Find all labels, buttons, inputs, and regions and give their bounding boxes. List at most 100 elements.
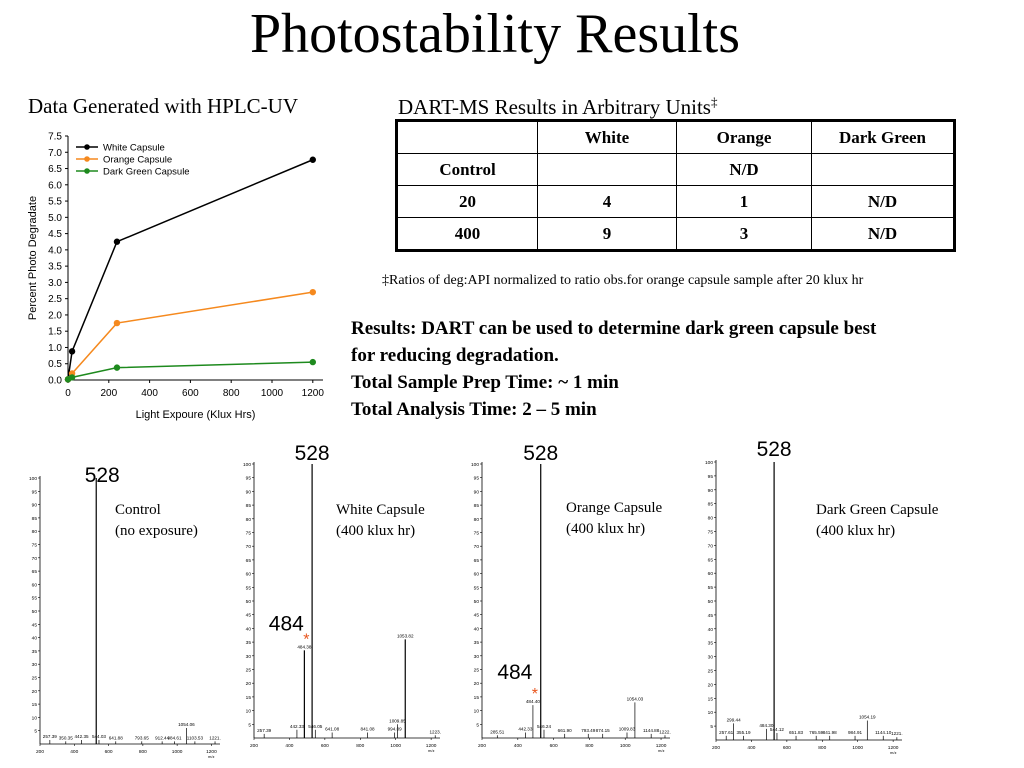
y-tick-label: 3.5	[48, 262, 62, 273]
table-cell: 400	[396, 217, 538, 251]
y-axis-label: Percent Photo Degradate	[27, 196, 39, 320]
x-tick-label: 1200	[302, 388, 325, 399]
legend-label: Dark Green Capsule	[103, 167, 190, 178]
peak-label: 484.40	[526, 699, 540, 704]
asterisk-marker: *	[532, 686, 538, 703]
peak-label: 285.51	[490, 729, 504, 734]
y-tick-label: 4.5	[48, 229, 62, 240]
x-tick-label: 800	[585, 743, 593, 749]
peak-label: 355.19	[736, 730, 750, 735]
y-tick-label: 90	[32, 503, 38, 509]
peak-label: 1103.53	[187, 735, 204, 740]
results-line: Total Analysis Time: 2 – 5 min	[351, 399, 597, 420]
x-unit-label: m/z	[658, 748, 664, 753]
legend-marker	[84, 156, 90, 162]
x-tick-label: 1200	[656, 743, 667, 749]
y-tick-label: 50	[474, 599, 480, 605]
table-cell: 4	[537, 185, 677, 218]
double-dagger-mark: ‡	[710, 94, 718, 109]
y-tick-label: 65	[474, 558, 480, 564]
peak-label: 257.39	[257, 728, 271, 733]
y-tick-label: 10	[246, 709, 252, 715]
y-tick-label: 70	[708, 543, 714, 549]
peak-label: 765.59	[809, 730, 823, 735]
caption-sublabel: (no exposure)	[115, 523, 198, 539]
x-tick-label: 1200	[888, 745, 899, 751]
peak-label: 484.30	[759, 723, 773, 728]
main-peak-label: 528	[757, 438, 792, 461]
y-tick-label: 45	[474, 613, 480, 619]
peak-label: 299.44	[727, 717, 741, 722]
x-tick-label: 1000	[261, 388, 284, 399]
table-header-row: White Orange Dark Green	[396, 120, 955, 154]
y-tick-label: 20	[708, 682, 714, 688]
y-tick-label: 5.0	[48, 213, 62, 224]
x-tick-label: 600	[550, 743, 558, 749]
legend-marker	[84, 144, 90, 150]
header-cell-blank	[396, 120, 538, 154]
peak-label: 544.03	[92, 734, 106, 739]
peak-label: 641.08	[325, 727, 339, 732]
x-tick-label: 800	[139, 749, 147, 755]
peak-label: 661.90	[558, 728, 572, 733]
y-tick-label: 100	[471, 462, 479, 468]
y-tick-label: 90	[246, 489, 252, 495]
data-point	[68, 374, 76, 381]
x-tick-label: 400	[141, 388, 158, 399]
table-row: 20 4 1 N/D	[396, 185, 955, 218]
results-line: Total Sample Prep Time: ~ 1 min	[351, 372, 619, 393]
peak-label: 442.33	[518, 727, 532, 732]
y-tick-label: 50	[32, 609, 38, 615]
y-tick-label: 85	[32, 516, 38, 522]
y-tick-label: 75	[246, 531, 252, 537]
hplc-heading: Data Generated with HPLC-UV	[28, 94, 299, 118]
main-peak-label: 528	[85, 464, 120, 487]
y-tick-label: 15	[246, 695, 252, 701]
y-tick-label: 15	[474, 695, 480, 701]
spectrum-dark-green-capsule: 5 10 15 20 25 30 35 40 45 50 55 60 65 70 75 80 85 90 95 100…	[705, 438, 903, 755]
x-tick-label: 1000	[620, 743, 631, 749]
y-tick-label: 0.0	[48, 376, 62, 387]
caption-sublabel: (400 klux hr)	[816, 523, 896, 539]
data-point	[113, 319, 121, 327]
y-tick-label: 20	[32, 689, 38, 695]
caption-sublabel: (400 klux hr)	[336, 523, 416, 539]
x-tick-label: 800	[223, 388, 240, 399]
y-tick-label: 1.5	[48, 327, 62, 338]
spectrum-control: 5 10 15 20 25 30 35 40 45 50 55 60 65 70 75 80 85 90 95 100…	[29, 464, 221, 759]
data-point	[113, 364, 121, 371]
y-tick-label: 70	[246, 544, 252, 550]
y-tick-label: 60	[708, 571, 714, 577]
caption-white: White Capsule (400 klux hr)	[336, 500, 425, 542]
peak-label: 641.88	[109, 735, 123, 740]
y-tick-label: 55	[32, 596, 38, 602]
table-cell: Control	[396, 153, 538, 186]
main-peak-label: 528	[523, 442, 558, 465]
caption-label: Dark Green Capsule	[816, 502, 939, 518]
y-tick-label: 60	[246, 572, 252, 578]
x-tick-label: 200	[250, 743, 258, 749]
y-tick-label: 80	[32, 529, 38, 535]
y-tick-label: 45	[708, 613, 714, 619]
peak-label: 1223.	[429, 729, 441, 734]
y-tick-label: 75	[708, 530, 714, 536]
results-line: for reducing degradation.	[351, 345, 559, 366]
peak-label: 841.08	[361, 727, 375, 732]
peak-label: 1144.10	[875, 730, 892, 735]
series-line	[67, 361, 313, 381]
x-tick-label: 1000	[390, 743, 401, 749]
data-point	[309, 358, 316, 366]
y-tick-label: 25	[708, 669, 714, 675]
degradant-peak-label: 484	[269, 612, 304, 635]
y-tick-label: 90	[708, 488, 714, 494]
legend-label: Orange Capsule	[103, 155, 172, 166]
y-tick-label: 6.0	[48, 180, 62, 191]
table-cell: 3	[676, 217, 812, 251]
y-tick-label: 35	[708, 641, 714, 647]
hplc-line-chart: 0.0 0.5 1.0 1.5 2.0 2.5 3.0 3.5 4.0 4.5 5.0 5.5 6.0 6…	[27, 132, 325, 422]
y-tick-label: 30	[474, 654, 480, 660]
y-tick-label: 7.5	[48, 132, 62, 143]
caption-label: Control	[115, 502, 161, 518]
spectrum-orange-capsule: 5 10 15 20 25 30 35 40 45 50 55 60 65 70 75 80 85 90 95 100…	[471, 442, 671, 753]
y-tick-label: 45	[246, 613, 252, 619]
